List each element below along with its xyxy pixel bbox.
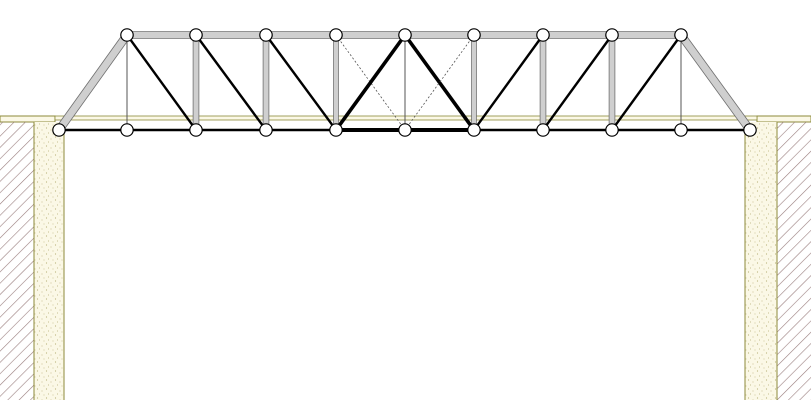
roadway-deck [54, 115, 758, 121]
right-ground-surface [756, 115, 811, 123]
joint-bottom-1[interactable] [120, 123, 134, 137]
member-diagonal-8[interactable] [473, 34, 544, 131]
right-abutment-hatch [777, 122, 811, 400]
member-diagonal-5[interactable] [334, 33, 407, 132]
joint-top-8[interactable] [605, 28, 619, 42]
joint-bottom-7[interactable] [536, 123, 550, 137]
joint-top-6[interactable] [467, 28, 481, 42]
joint-bottom-10[interactable] [743, 123, 757, 137]
joint-top-7[interactable] [536, 28, 550, 42]
joint-bottom-0[interactable] [52, 123, 66, 137]
right-abutment-speckle [745, 122, 777, 400]
truss-members [55, 31, 754, 133]
member-diagonal-9[interactable] [542, 34, 613, 131]
left-abutment-hatch [0, 122, 34, 400]
joint-top-2[interactable] [189, 28, 203, 42]
left-abutment-speckle [34, 122, 64, 400]
member-diagonal-10[interactable] [611, 34, 682, 131]
joint-top-4[interactable] [329, 28, 343, 42]
joint-bottom-3[interactable] [259, 123, 273, 137]
member-diagonal-3[interactable] [265, 34, 337, 131]
truss-joints [52, 28, 757, 137]
left-ground-surface [0, 115, 56, 123]
member-end-post-left[interactable] [55, 32, 131, 133]
joint-bottom-6[interactable] [467, 123, 481, 137]
joint-top-9[interactable] [674, 28, 688, 42]
joint-bottom-5[interactable] [398, 123, 412, 137]
member-diagonal-7[interactable] [404, 34, 475, 131]
joint-top-1[interactable] [120, 28, 134, 42]
joint-bottom-2[interactable] [189, 123, 203, 137]
terrain [0, 115, 811, 400]
joint-top-5[interactable] [398, 28, 412, 42]
member-diagonal-2[interactable] [195, 34, 267, 131]
joint-bottom-4[interactable] [329, 123, 343, 137]
member-diagonal-1[interactable] [126, 34, 197, 131]
member-end-post-right[interactable] [677, 32, 754, 133]
joint-bottom-8[interactable] [605, 123, 619, 137]
joint-bottom-9[interactable] [674, 123, 688, 137]
member-diagonal-4[interactable] [335, 34, 406, 131]
member-diagonal-6[interactable] [403, 33, 476, 132]
joint-top-3[interactable] [259, 28, 273, 42]
